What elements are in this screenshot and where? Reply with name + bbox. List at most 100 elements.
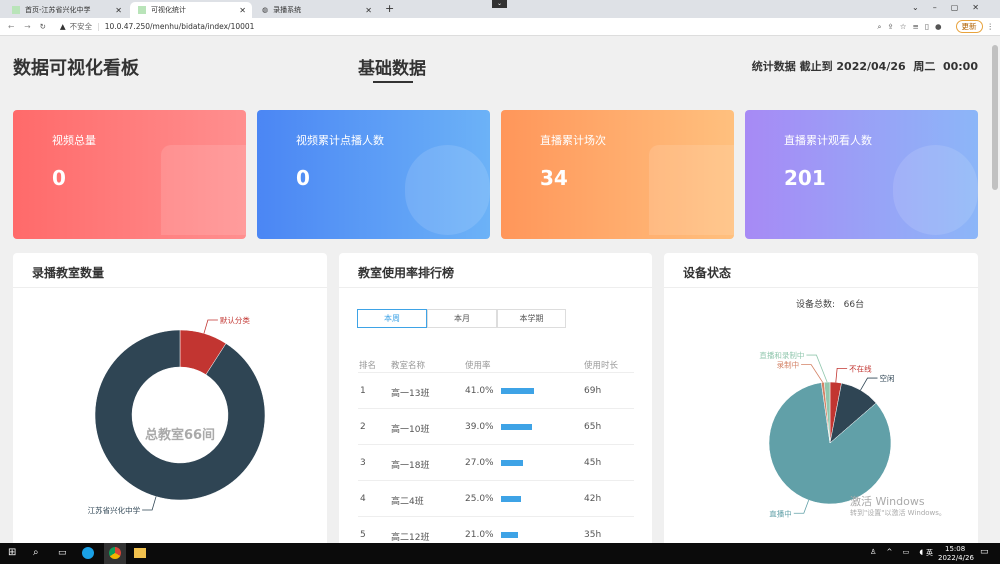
favicon-icon	[12, 6, 20, 14]
slice-2[interactable]	[768, 382, 892, 505]
label-line-0	[835, 367, 848, 383]
update-button[interactable]: 更新	[955, 20, 983, 33]
url-input[interactable]: 10.0.47.250/menhu/bidata/index/10001	[104, 22, 255, 31]
usage-rate: 39.0%	[465, 422, 494, 432]
tab-recording[interactable]: ◍ 录播系统 ✕	[254, 2, 378, 18]
column-header-name: 教室名称	[391, 361, 426, 371]
close-icon[interactable]: ✕	[239, 5, 246, 15]
active-tab-underline	[373, 81, 413, 83]
slice-label: 江苏省兴化中学	[88, 505, 141, 515]
card-video-total: 视频总量 0	[13, 110, 246, 239]
panel-title: 录播教室数量	[13, 253, 327, 288]
card-label: 视频累计点播人数	[296, 134, 384, 147]
classroom-name: 高二12班	[391, 533, 430, 543]
usage-rate: 27.0%	[465, 458, 494, 468]
file-explorer-icon[interactable]	[134, 548, 146, 558]
table-row: 1 高一13班 41.0% 69h	[358, 373, 634, 409]
tray-icons[interactable]: ♙ ^ ▭ ◖	[870, 548, 928, 556]
close-icon[interactable]: ✕	[115, 5, 122, 15]
tab-search-icon[interactable]: ⌄	[492, 0, 507, 8]
panel-title: 教室使用率排行榜	[339, 253, 652, 288]
video-icon	[161, 145, 246, 235]
windows-watermark: 激活 Windows	[850, 495, 925, 508]
usage-rate-bar	[501, 532, 518, 538]
usage-hours: 35h	[584, 530, 602, 540]
windows-watermark-sub: 转到"设置"以激活 Windows。	[850, 509, 946, 517]
search-icon[interactable]: ⌕	[33, 547, 39, 558]
card-value: 201	[784, 166, 826, 190]
globe-icon: ◍	[262, 6, 269, 14]
notification-icon[interactable]: ▭	[980, 547, 989, 557]
window-controls[interactable]: ⌄–▢✕	[912, 3, 993, 12]
rank: 1	[360, 386, 366, 396]
tv-icon	[649, 145, 734, 235]
label-line-2	[793, 500, 810, 514]
ime-indicator[interactable]: 英	[926, 549, 933, 557]
menu-icon[interactable]: ⋮	[986, 22, 995, 31]
close-icon[interactable]: ✕	[365, 5, 372, 15]
clock-date[interactable]: 2022/4/26	[938, 554, 974, 562]
stat-time: 统计数据 截止到 2022/04/26 周二 00:00	[751, 60, 978, 73]
panel-title: 设备状态	[664, 253, 978, 288]
classroom-name: 高一10班	[391, 425, 430, 435]
card-value: 0	[52, 166, 66, 190]
usage-rate-bar	[501, 496, 521, 502]
label-line-4	[806, 354, 828, 383]
rank: 3	[360, 458, 366, 468]
clock-time[interactable]: 15:08	[945, 545, 966, 553]
scrollbar-thumb[interactable]	[992, 45, 998, 190]
panel-classrooms: 录播教室数量	[13, 253, 327, 553]
rank: 4	[360, 494, 366, 504]
segment-week[interactable]: 本周	[357, 309, 427, 328]
card-video-views: 视频累计点播人数 0	[257, 110, 490, 239]
label-line-1	[860, 377, 878, 391]
panel-ranking: 教室使用率排行榜	[339, 253, 652, 553]
usage-rate: 21.0%	[465, 530, 494, 540]
toolbar-icons[interactable]: ⌕⇪☆≡▯●	[877, 21, 948, 31]
address-bar: ← → ↻ ▲ 不安全 | 10.0.47.250/menhu/bidata/i…	[0, 18, 1000, 36]
start-icon[interactable]: ⊞	[8, 547, 17, 558]
table-row: 4 高二4班 25.0% 42h	[358, 481, 634, 517]
rank: 5	[360, 530, 366, 540]
usage-rate: 41.0%	[465, 386, 494, 396]
device-total: 设备总数: 66台	[796, 297, 864, 310]
tab-home[interactable]: 首页-江苏省兴化中学 ✕	[4, 2, 128, 18]
forward-icon[interactable]: →	[24, 22, 31, 31]
label-line-3	[801, 364, 824, 383]
chrome-icon[interactable]	[109, 547, 121, 559]
column-header-rank: 排名	[359, 361, 377, 371]
users-icon	[405, 145, 490, 235]
segment-month[interactable]: 本月	[427, 309, 497, 328]
scrollbar[interactable]	[990, 36, 1000, 543]
column-header-rate: 使用率	[465, 361, 491, 371]
slice-label: 默认分类	[220, 315, 250, 325]
segment-semester[interactable]: 本学期	[497, 309, 566, 328]
slice-label: 录制中	[777, 360, 800, 370]
tab-title: 可视化统计	[151, 6, 186, 14]
task-view-icon[interactable]: ▭	[58, 548, 67, 558]
classroom-name: 高一18班	[391, 461, 430, 471]
tab-visualization[interactable]: 可视化统计 ✕	[130, 2, 252, 18]
edge-icon[interactable]	[82, 547, 94, 559]
warning-icon: ▲	[59, 22, 66, 31]
table-row: 2 高一10班 39.0% 65h	[358, 409, 634, 445]
slice-label: 直播和录制中	[759, 350, 804, 360]
slice-label: 不在线	[849, 363, 872, 373]
slice-4[interactable]	[823, 381, 831, 444]
tab-title: 首页-江苏省兴化中学	[25, 6, 91, 14]
viewers-icon	[893, 145, 978, 235]
card-value: 34	[540, 166, 568, 190]
usage-rate: 25.0%	[465, 494, 494, 504]
card-value: 0	[296, 166, 310, 190]
card-label: 直播累计观看人数	[784, 134, 872, 147]
back-icon[interactable]: ←	[8, 22, 15, 31]
tab-basic-data[interactable]: 基础数据	[358, 59, 426, 79]
usage-hours: 65h	[584, 422, 602, 432]
reload-icon[interactable]: ↻	[39, 22, 46, 31]
label-line-0	[203, 319, 218, 334]
slice-1[interactable]	[94, 329, 266, 501]
favicon-icon	[138, 6, 146, 14]
usage-rate-bar	[501, 424, 533, 430]
new-tab-button[interactable]: +	[385, 2, 395, 15]
